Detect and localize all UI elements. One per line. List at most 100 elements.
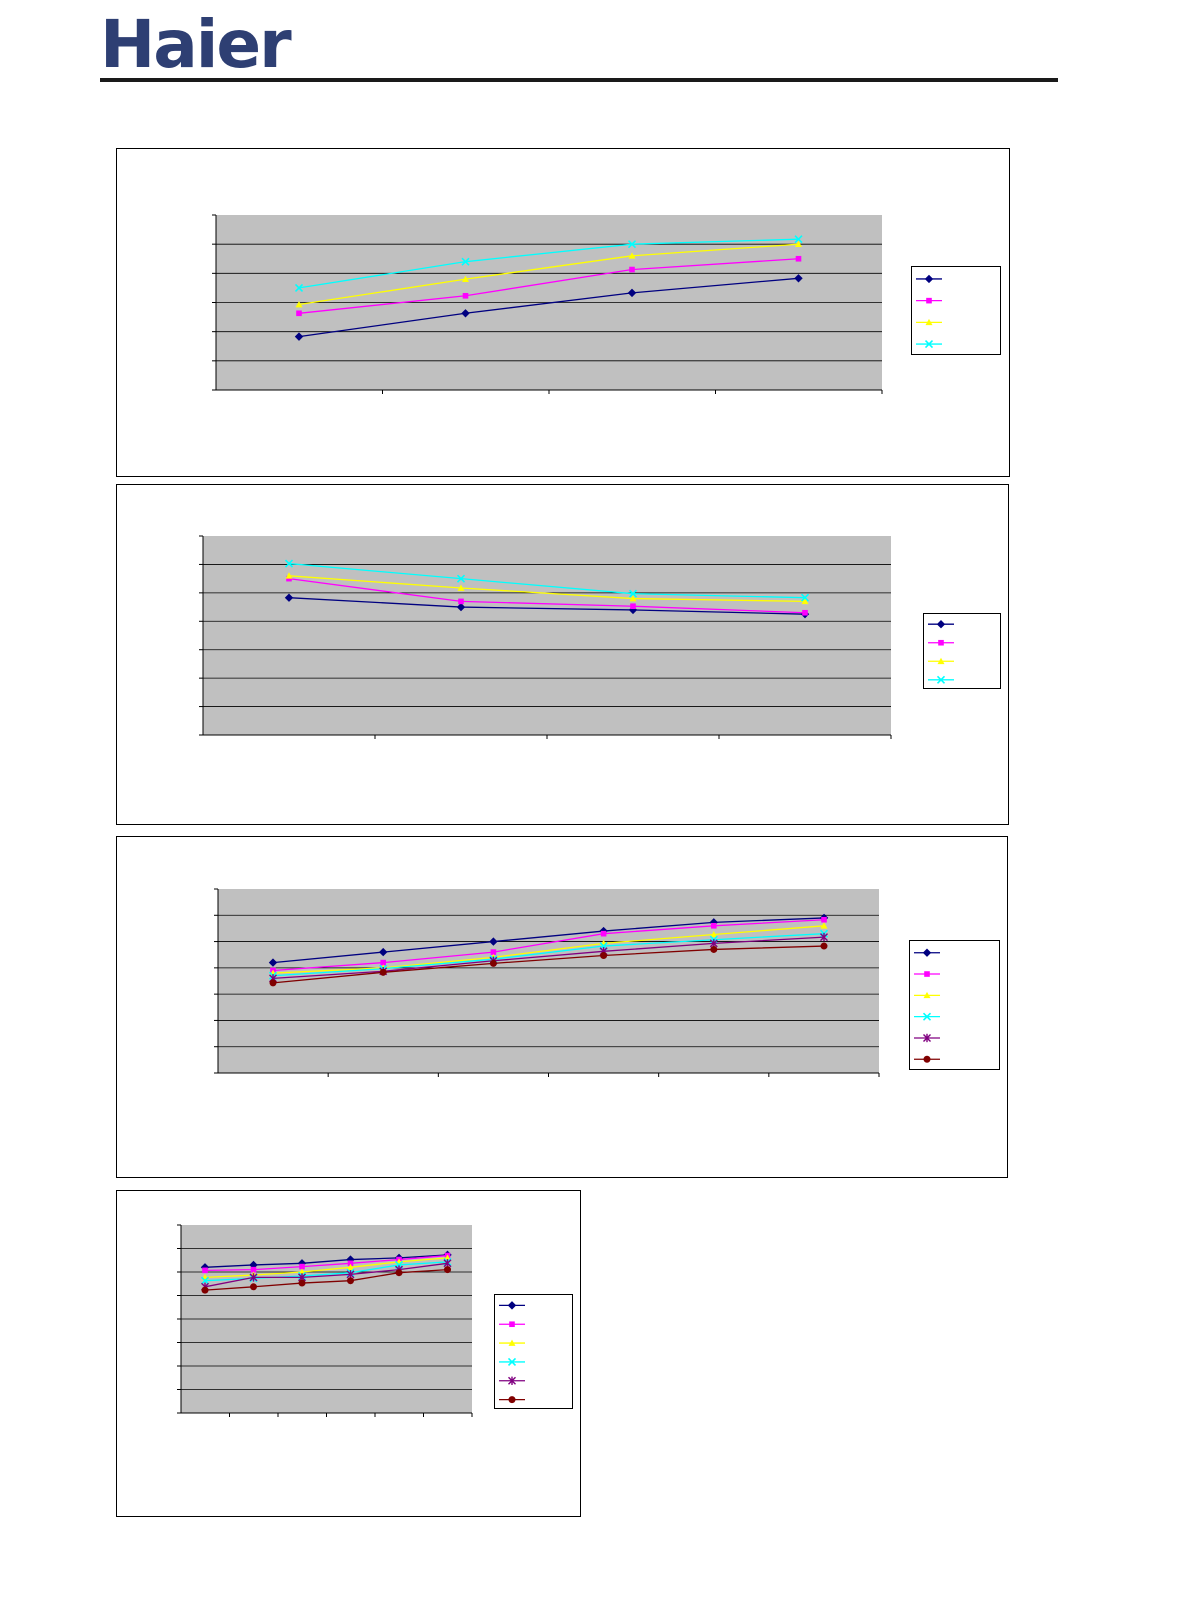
series-line bbox=[272, 945, 825, 984]
series-line bbox=[272, 925, 825, 974]
data-point bbox=[458, 598, 464, 605]
brand-logo: Haier bbox=[100, 6, 292, 83]
legend-marker bbox=[924, 971, 930, 977]
data-point bbox=[285, 572, 293, 579]
data-point bbox=[820, 932, 828, 942]
series-line bbox=[298, 238, 799, 289]
legend-entry-6 bbox=[914, 1055, 940, 1063]
legend-entry-3 bbox=[916, 318, 942, 326]
legend-marker bbox=[938, 639, 944, 646]
chart-4-legend bbox=[494, 1294, 573, 1409]
legend-entry-1 bbox=[914, 948, 940, 957]
legend-entry-2 bbox=[928, 639, 954, 646]
series-3 bbox=[285, 572, 809, 605]
chart-1 bbox=[116, 148, 1010, 477]
data-point bbox=[462, 292, 469, 299]
data-point bbox=[711, 923, 717, 929]
plot-area bbox=[203, 536, 891, 735]
chart-2 bbox=[116, 484, 1009, 825]
data-point bbox=[490, 949, 497, 955]
data-point bbox=[250, 1266, 257, 1273]
legend-entry-6 bbox=[499, 1396, 525, 1404]
series-line bbox=[272, 917, 825, 964]
data-point bbox=[627, 288, 637, 298]
series-line bbox=[272, 936, 825, 980]
data-point bbox=[629, 595, 637, 602]
data-point bbox=[461, 309, 470, 318]
data-point bbox=[820, 942, 828, 950]
legend-marker bbox=[924, 274, 934, 284]
series-line bbox=[204, 1262, 448, 1288]
series-2 bbox=[296, 255, 802, 317]
series-line bbox=[272, 933, 825, 977]
data-point bbox=[600, 952, 608, 960]
data-point bbox=[710, 930, 718, 938]
legend-entry-2 bbox=[916, 297, 942, 304]
legend-entry-1 bbox=[499, 1301, 525, 1310]
legend-marker bbox=[925, 318, 933, 326]
series-line bbox=[204, 1254, 448, 1272]
plot-area bbox=[218, 889, 879, 1073]
chart-1-legend bbox=[911, 266, 1001, 355]
legend-entry-4 bbox=[916, 339, 942, 349]
legend-marker bbox=[923, 1033, 931, 1043]
data-point bbox=[795, 255, 802, 262]
series-line bbox=[288, 575, 806, 603]
data-point bbox=[489, 937, 498, 946]
series-6 bbox=[269, 942, 828, 987]
series-6 bbox=[201, 1266, 451, 1294]
legend-entry-1 bbox=[928, 619, 954, 629]
legend-marker bbox=[936, 675, 946, 684]
data-point bbox=[801, 597, 809, 605]
data-point bbox=[794, 235, 803, 244]
series-line bbox=[204, 1254, 448, 1268]
chart-3-legend bbox=[909, 940, 1000, 1070]
data-point bbox=[629, 266, 635, 273]
legend-marker bbox=[926, 297, 932, 304]
data-point bbox=[461, 257, 470, 266]
legend-marker bbox=[923, 1055, 931, 1063]
series-4 bbox=[294, 235, 803, 292]
data-point bbox=[444, 1266, 451, 1274]
legend-entry-5 bbox=[499, 1376, 525, 1385]
data-point bbox=[284, 593, 294, 602]
data-point bbox=[443, 1259, 452, 1268]
data-point bbox=[347, 1277, 354, 1285]
legend-entry-4 bbox=[914, 1012, 940, 1021]
legend-marker bbox=[922, 1012, 932, 1021]
legend-marker bbox=[923, 991, 931, 999]
series-line bbox=[288, 577, 806, 614]
series-line bbox=[272, 919, 825, 972]
legend-entry-4 bbox=[499, 1357, 525, 1366]
data-point bbox=[202, 1267, 208, 1274]
data-point bbox=[294, 332, 304, 341]
data-point bbox=[298, 1279, 306, 1287]
data-point bbox=[269, 979, 277, 987]
series-2 bbox=[286, 575, 808, 616]
legend-entry-2 bbox=[499, 1321, 525, 1328]
series-line bbox=[298, 258, 799, 314]
data-point bbox=[800, 593, 810, 602]
data-point bbox=[378, 947, 388, 957]
data-point bbox=[299, 1263, 305, 1270]
legend-marker bbox=[507, 1357, 517, 1366]
header-rule bbox=[100, 78, 1058, 82]
data-point bbox=[380, 959, 386, 966]
legend-marker bbox=[509, 1321, 515, 1328]
series-3 bbox=[295, 240, 802, 308]
chart-1-plot bbox=[212, 214, 883, 394]
data-point bbox=[820, 922, 828, 929]
data-point bbox=[802, 609, 808, 616]
legend-entry-3 bbox=[928, 657, 954, 665]
legend-entry-4 bbox=[928, 675, 954, 684]
data-point bbox=[295, 301, 303, 308]
legend-marker bbox=[508, 1339, 516, 1346]
data-point bbox=[794, 274, 803, 283]
data-point bbox=[456, 574, 466, 583]
data-point bbox=[795, 240, 802, 247]
data-point bbox=[821, 916, 827, 923]
legend-marker bbox=[507, 1301, 517, 1310]
data-point bbox=[346, 1270, 355, 1279]
legend-entry-3 bbox=[914, 991, 940, 999]
data-point bbox=[600, 930, 607, 937]
